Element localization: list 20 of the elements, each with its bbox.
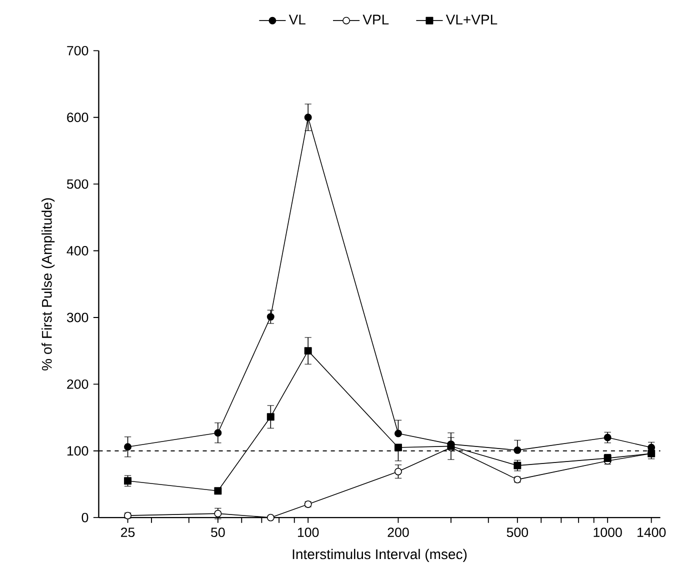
x-axis-title: Interstimulus Interval (msec) [292, 548, 467, 562]
x-tick-label: 500 [506, 528, 528, 537]
x-tick-label: 1400 [638, 528, 666, 537]
y-tick-label: 700 [67, 46, 88, 56]
y-tick-label: 400 [66, 246, 88, 256]
y-tick-label: 300 [66, 312, 88, 322]
x-tick-label: 25 [121, 528, 135, 537]
x-tick-label: 200 [388, 528, 409, 537]
legend-label: VL [288, 14, 306, 24]
y-tick-label: 200 [67, 379, 88, 389]
x-tick-label: 1000 [594, 528, 622, 537]
y-tick-label: 600 [67, 112, 88, 122]
legend-label: VPL [362, 14, 389, 24]
y-axis-title: % of First Pulse (Amplitude) [42, 198, 55, 370]
y-tick-label: 500 [66, 179, 88, 189]
y-tick-label: 0 [82, 512, 88, 522]
y-tick-label: 100 [67, 446, 88, 456]
x-tick-label: 100 [298, 528, 319, 537]
legend-label: VL+VPL [446, 14, 498, 24]
x-tick-label: 50 [211, 528, 225, 537]
